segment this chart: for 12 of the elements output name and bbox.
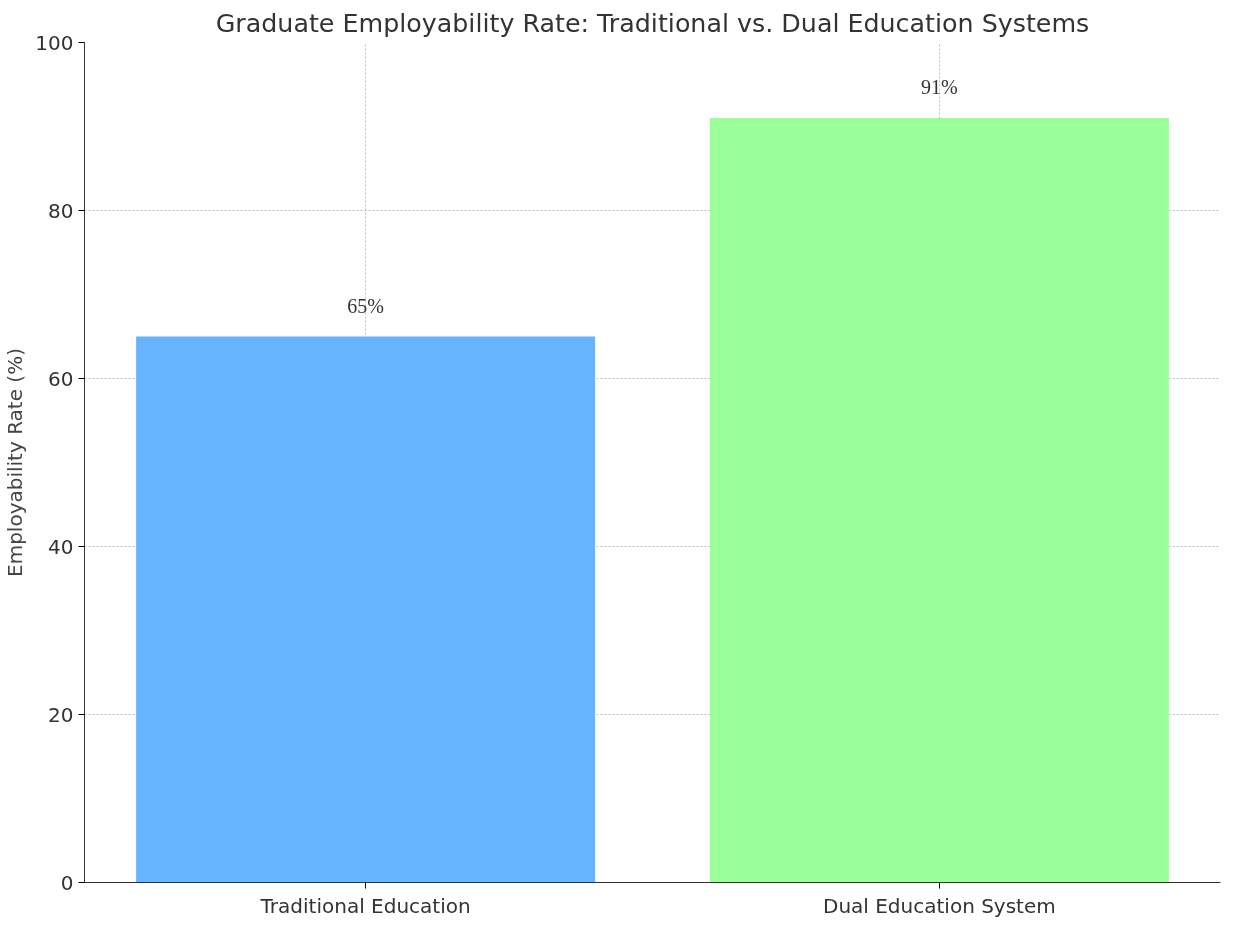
y-axis-title: Employability Rate (%) [3, 348, 28, 577]
y-tick-label: 100 [35, 30, 74, 55]
y-tick-label: 20 [48, 702, 74, 727]
data-label: 65% [347, 294, 384, 317]
x-tick-label: Dual Education System [822, 893, 1056, 918]
y-tick-label: 0 [60, 870, 74, 895]
y-tick-label: 80 [48, 198, 74, 223]
data-label: 91% [921, 76, 958, 99]
y-tick-label: 60 [48, 366, 74, 391]
chart-title: Graduate Employability Rate: Traditional vs. Dual Education Systems [215, 7, 1090, 38]
y-tick-label: 40 [48, 534, 74, 559]
x-tick-label: Traditional Education [259, 893, 471, 918]
